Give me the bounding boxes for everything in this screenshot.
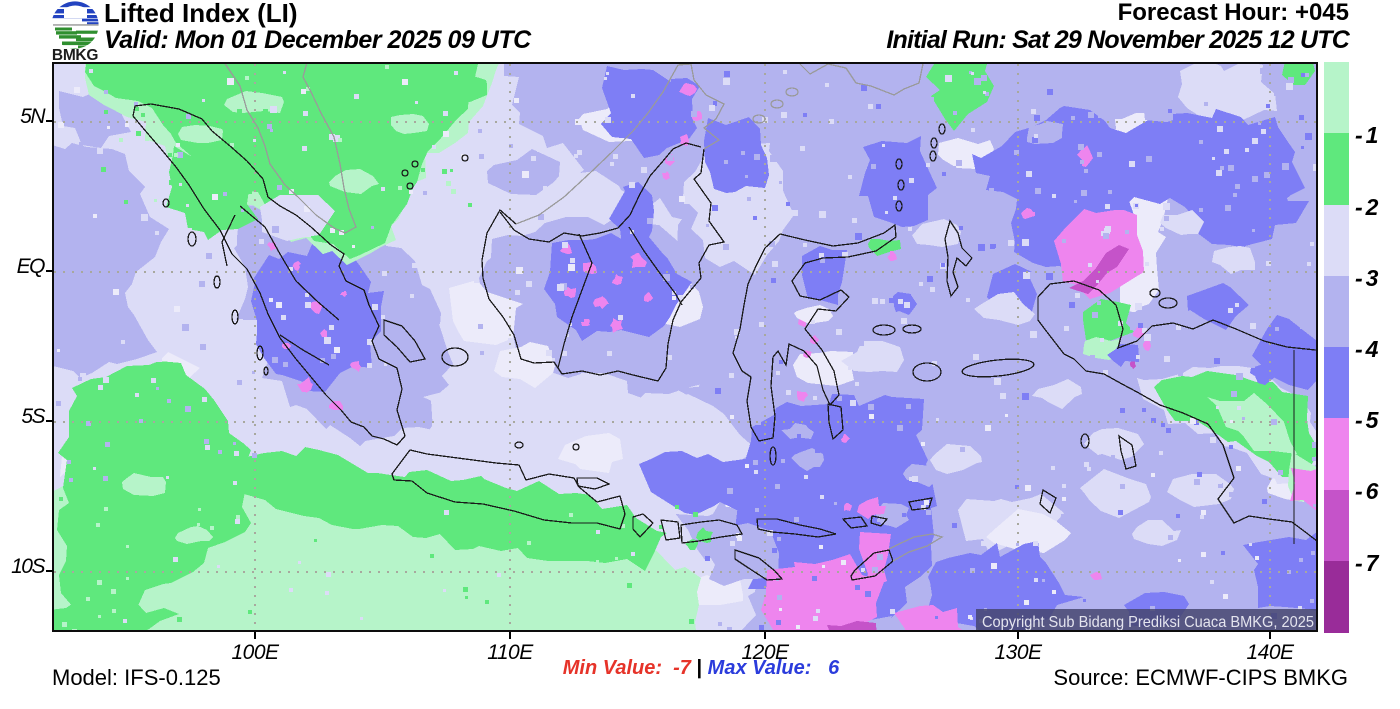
svg-text:Copyright Sub Bidang Prediksi: Copyright Sub Bidang Prediksi Cuaca BMKG… (982, 614, 1314, 630)
svg-text:BMKG: BMKG (52, 47, 98, 62)
